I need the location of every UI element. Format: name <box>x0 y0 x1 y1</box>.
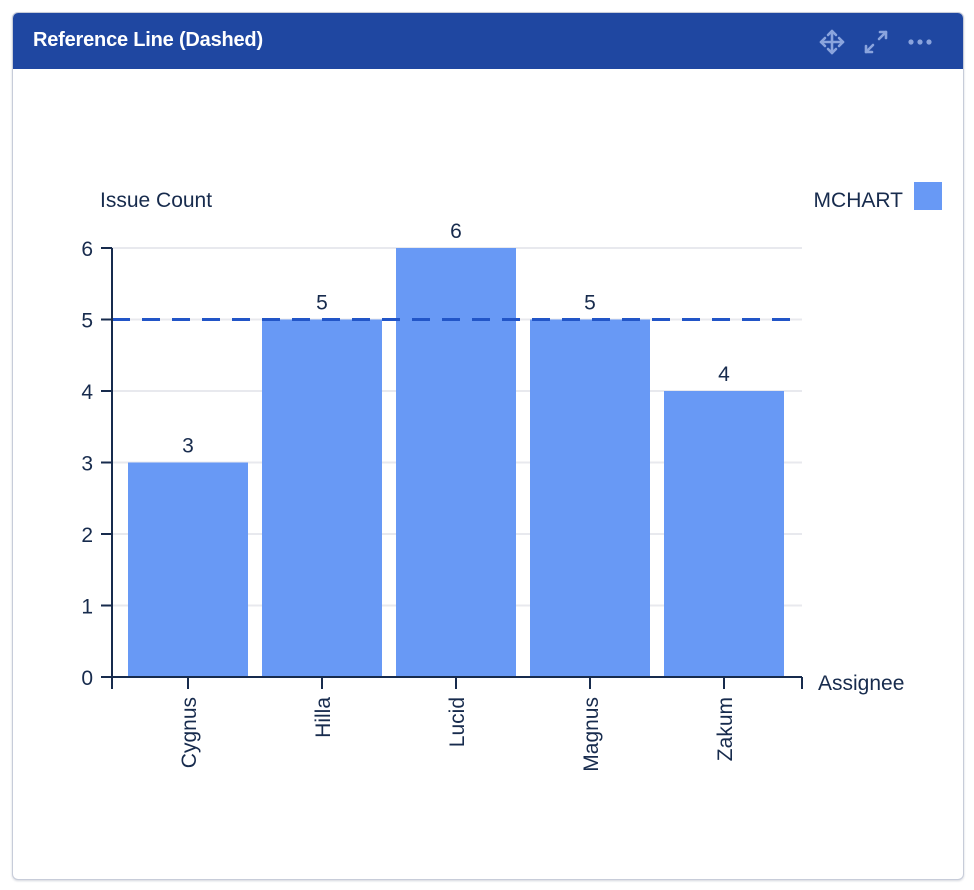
y-tick-label: 0 <box>81 667 93 690</box>
data-labels: 3 5 6 5 4 <box>182 220 730 458</box>
x-tick-label: Magnus <box>580 697 603 772</box>
legend-label: MCHART <box>814 189 904 212</box>
move-icon[interactable] <box>817 27 847 57</box>
bar-hilla[interactable] <box>262 319 382 678</box>
data-label: 5 <box>316 292 328 315</box>
x-axis-ticks: Cygnus Hilla Lucid Magnus Zakum <box>178 677 737 772</box>
y-tick-label: 2 <box>81 524 93 547</box>
data-label: 6 <box>450 220 462 243</box>
chart-card: Reference Line (Dashed) <box>12 12 964 880</box>
bars <box>128 248 784 677</box>
data-label: 3 <box>182 435 194 458</box>
card-header: Reference Line (Dashed) <box>13 13 963 69</box>
data-label: 4 <box>718 363 730 386</box>
header-actions <box>817 27 935 57</box>
y-tick-label: 3 <box>81 453 93 476</box>
card-title: Reference Line (Dashed) <box>33 29 263 51</box>
expand-icon[interactable] <box>861 27 891 57</box>
y-tick-label: 1 <box>81 596 93 619</box>
y-tick-label: 6 <box>81 238 93 261</box>
bar-zakum[interactable] <box>664 391 784 677</box>
y-tick-label: 4 <box>81 381 93 404</box>
y-axis-ticks: 0 1 2 3 4 5 6 <box>81 238 112 690</box>
x-tick-label: Cygnus <box>178 697 201 768</box>
x-axis-title: Assignee <box>818 672 904 695</box>
bar-magnus[interactable] <box>530 319 650 678</box>
data-label: 5 <box>584 292 596 315</box>
more-icon[interactable] <box>905 27 935 57</box>
x-tick-label: Hilla <box>312 697 335 738</box>
x-tick-label: Lucid <box>446 697 469 747</box>
bar-lucid[interactable] <box>396 248 516 677</box>
bar-cygnus[interactable] <box>128 462 248 678</box>
y-tick-label: 5 <box>81 310 93 333</box>
legend-swatch <box>914 182 942 210</box>
x-tick-label: Zakum <box>714 697 737 761</box>
y-axis-title: Issue Count <box>100 189 212 212</box>
legend: MCHART <box>814 182 942 212</box>
